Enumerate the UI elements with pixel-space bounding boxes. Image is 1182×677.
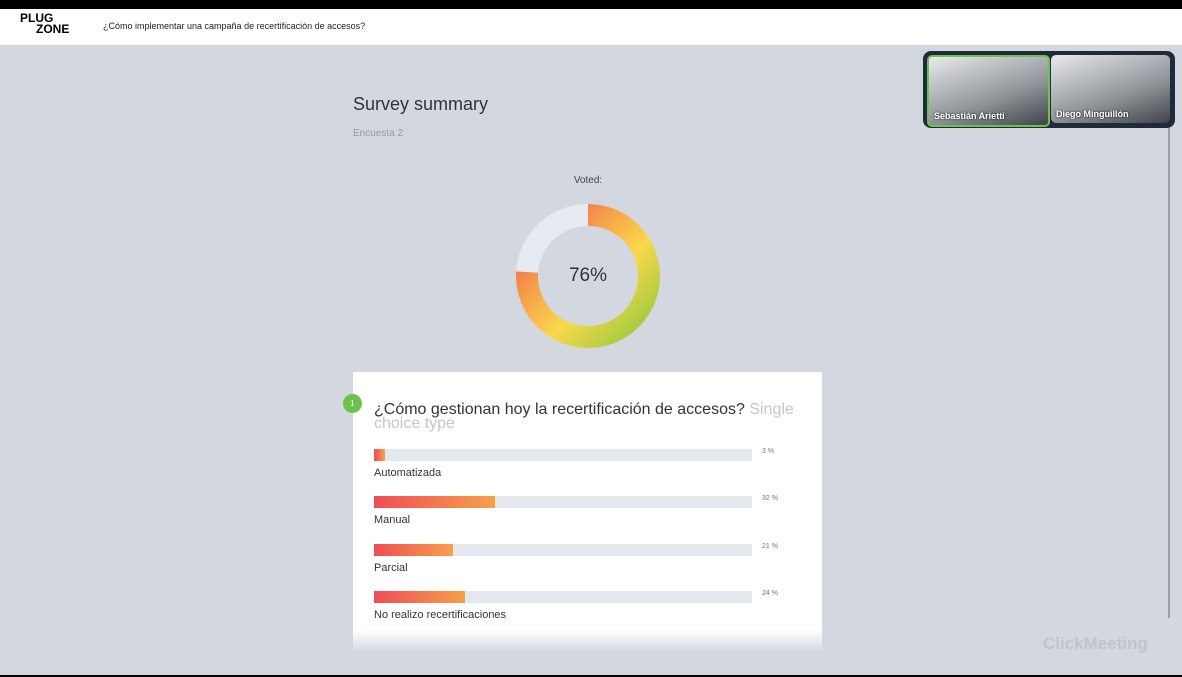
participant-name: Diego Minguillón xyxy=(1056,109,1129,119)
survey-title: Survey summary xyxy=(353,94,489,114)
survey-subtitle: Encuesta 2 xyxy=(353,128,404,139)
percent-label: 3 % xyxy=(762,448,775,455)
bar-track xyxy=(374,543,752,556)
question-badge: 1 xyxy=(343,394,362,413)
bar xyxy=(374,496,495,509)
question-text: ¿Cómo gestionan hoy la recertificación d… xyxy=(374,401,794,432)
bar xyxy=(374,590,465,603)
scrollbar xyxy=(1168,128,1170,618)
bar xyxy=(374,543,454,556)
participant-name: Sebastián Arietti xyxy=(934,111,1005,121)
bar-track xyxy=(374,590,752,603)
fade xyxy=(0,630,1182,652)
logo-bottom: ZONE xyxy=(36,22,70,36)
header: PLUG ZONE ¿Cómo implementar una campaña … xyxy=(0,9,1182,45)
percent-label: 24 % xyxy=(762,589,778,597)
question-card xyxy=(353,372,822,650)
webinar-title: ¿Cómo implementar una campaña de recerti… xyxy=(103,21,366,31)
bar xyxy=(374,449,386,461)
logo-top: PLUG xyxy=(20,11,54,25)
donut: 76% xyxy=(516,204,660,348)
video-panel: Sebastián Arietti Diego Minguillón xyxy=(923,51,1175,128)
donut-label: 76% xyxy=(569,265,607,286)
video-tile[interactable]: Sebastián Arietti xyxy=(927,55,1050,127)
percent-label: 32 % xyxy=(762,495,778,503)
option-label: Manual xyxy=(374,514,411,527)
question: ¿Cómo gestionan hoy la recertificación d… xyxy=(374,401,745,418)
logo: PLUG ZONE xyxy=(20,11,70,36)
bottom-edge xyxy=(0,675,1182,677)
option-label: Automatizada xyxy=(374,467,442,479)
video-tile[interactable]: Diego Minguillón xyxy=(1051,55,1170,123)
brand-logo: ClickMeeting xyxy=(1043,634,1148,653)
percent-label: 21 % xyxy=(762,542,778,550)
bar-track xyxy=(374,496,752,509)
voted-label: Voted: xyxy=(573,175,603,186)
option-label: No realizo recertificaciones xyxy=(374,608,507,621)
bar-track xyxy=(374,449,752,461)
top-bar xyxy=(0,0,1182,9)
question-type: Single choice type xyxy=(374,401,794,432)
option-label: Parcial xyxy=(374,561,408,574)
donut-arc xyxy=(516,204,660,348)
